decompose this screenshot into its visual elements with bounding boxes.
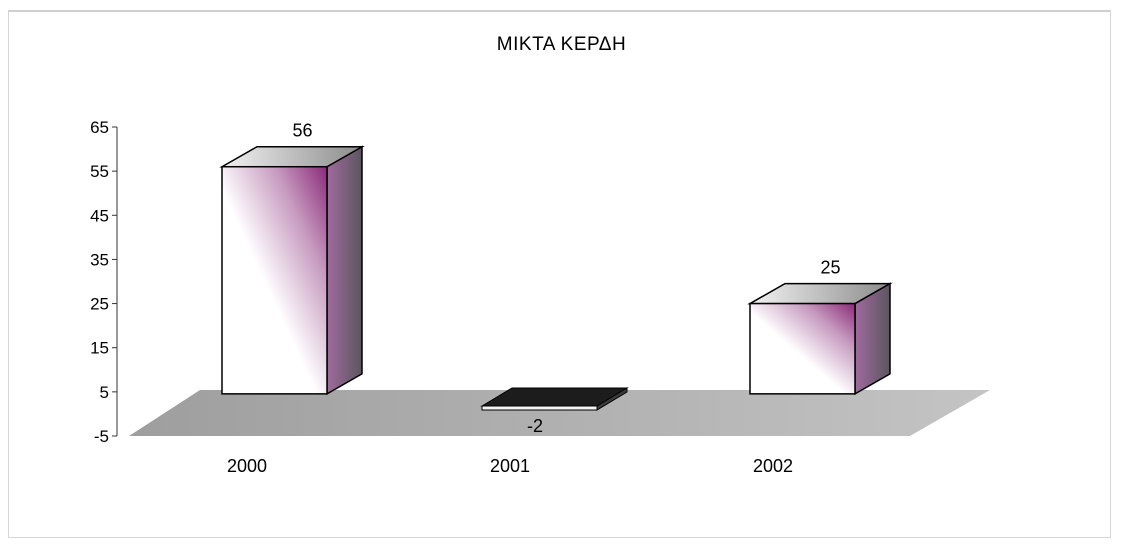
chart-frame (8, 10, 1111, 538)
x-category-label: 2001 (490, 456, 530, 476)
bar-side (596, 387, 628, 411)
y-tick-label: 5 (100, 383, 109, 402)
data-label: -2 (527, 416, 543, 436)
data-label: 56 (292, 121, 312, 141)
bar-front (221, 165, 328, 395)
bar-side (326, 145, 363, 396)
bar-front (481, 405, 598, 411)
bar-front (749, 302, 856, 395)
y-tick-label: 25 (90, 295, 109, 314)
y-tick-label: 65 (90, 118, 109, 137)
data-label: 25 (820, 258, 840, 278)
bar-2002 (747, 282, 893, 396)
chart-title: ΜΙΚΤΑ ΚΕΡΔΗ (496, 34, 627, 55)
bar-2001 (480, 387, 629, 411)
x-category-label: 2000 (227, 456, 267, 476)
y-tick-label: 15 (90, 339, 109, 358)
y-tick-label: 35 (90, 250, 109, 269)
y-tick-label: 45 (90, 206, 109, 225)
bar-2000 (219, 145, 365, 396)
chart-floor (129, 390, 990, 436)
y-tick-label: 55 (90, 162, 109, 181)
x-category-label: 2002 (753, 456, 793, 476)
y-tick-label: -5 (94, 427, 109, 446)
